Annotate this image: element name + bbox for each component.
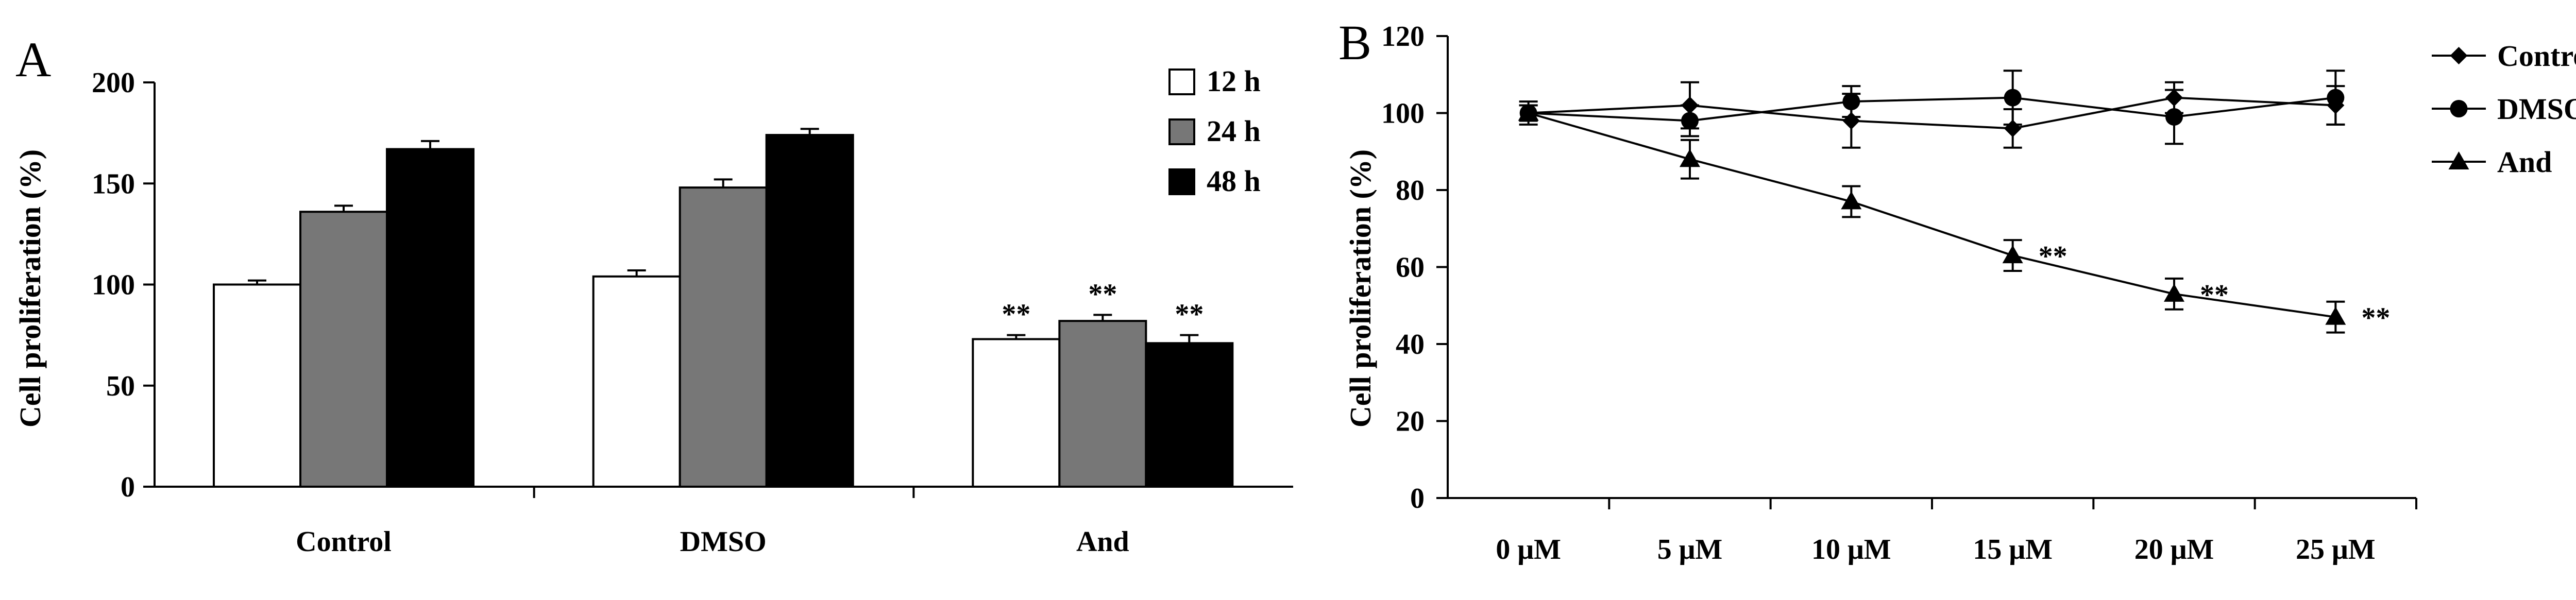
panel-b-legend-label: DMSO xyxy=(2497,92,2576,126)
panel-a-legend-label: 12 h xyxy=(1207,64,1261,98)
panel-b-significance-label: ** xyxy=(2039,241,2067,272)
panel-b-point-dmso xyxy=(2327,89,2345,107)
panel-b-x-tick-label: 20 μM xyxy=(2134,534,2214,565)
panel-b-point-and xyxy=(1518,102,1539,121)
panel-a-bar xyxy=(765,134,854,488)
panel-b-point-and xyxy=(1680,149,1700,167)
panel-a-bar xyxy=(299,211,388,488)
panel-a-axes: 0 50 100 150 200 Control DMSO And xyxy=(92,67,1293,558)
panel-b-y-tick-label: 60 xyxy=(1396,252,1425,284)
panel-b-point-and xyxy=(1841,191,1862,210)
panel-b-point-and xyxy=(2002,245,2023,264)
panel-b-x-tick-label: 15 μM xyxy=(1973,534,2053,565)
panel-b-series: ** ** ** xyxy=(1518,70,2390,334)
panel-a-bar xyxy=(679,186,768,488)
panel-b-significance-label: ** xyxy=(2361,302,2390,334)
panel-b-point-dmso xyxy=(1681,112,1699,130)
panel-a-legend-swatch xyxy=(1168,168,1195,195)
panel-a-legend-label: 48 h xyxy=(1207,164,1261,198)
panel-a-y-axis-title: Cell proliferation (%) xyxy=(13,149,47,427)
panel-b-significance-label: ** xyxy=(2200,279,2229,311)
panel-a-legend-swatch xyxy=(1168,68,1195,95)
panel-b-point-and xyxy=(2164,283,2184,302)
panel-b-y-tick-label: 100 xyxy=(1381,98,1425,130)
panel-b-y-tick-label: 0 xyxy=(1410,483,1425,515)
panel-a-x-tick-label: Control xyxy=(296,526,392,558)
panel-b-y-tick-label: 40 xyxy=(1396,329,1425,361)
panel-b-legend-label: Control xyxy=(2497,39,2576,73)
panel-a-bar xyxy=(592,275,681,488)
panel-b-line-control xyxy=(1528,96,2336,130)
panel-a-bar-chart: A Cell proliferation (%) 0 50 100 150 200 Con… xyxy=(13,32,1293,558)
panel-a-bar xyxy=(1145,342,1234,488)
panel-a-x-tick-label: And xyxy=(1076,526,1129,558)
panel-a-y-tick-label: 200 xyxy=(92,67,135,99)
panel-a-y-tick-label: 150 xyxy=(92,168,135,200)
panel-b-legend: Control DMSO And xyxy=(2432,39,2576,179)
panel-b-legend-marker xyxy=(2450,47,2468,64)
panel-a-significance-label: ** xyxy=(1088,278,1117,310)
panel-b-y-axis-title: Cell proliferation (%) xyxy=(1344,149,1377,427)
panel-a-significance-label: ** xyxy=(1002,299,1030,331)
panel-b-letter: B xyxy=(1338,15,1371,70)
panel-b-x-tick-label: 0 μM xyxy=(1496,534,1561,565)
panel-b-x-tick-label: 5 μM xyxy=(1657,534,1723,565)
panel-a-legend-swatch xyxy=(1168,118,1195,145)
panel-a-x-tick-label: DMSO xyxy=(680,526,767,558)
panel-a-bar xyxy=(1058,320,1147,488)
panel-b-legend-marker xyxy=(2448,151,2469,169)
panel-b-point-dmso xyxy=(1842,93,1860,111)
panel-b-line-and xyxy=(1528,112,2336,318)
panel-a-legend: 12 h 24 h 48 h xyxy=(1168,64,1261,198)
panel-b-legend-label: And xyxy=(2497,145,2552,179)
panel-b-y-tick-label: 20 xyxy=(1396,406,1425,438)
panel-b-y-tick-label: 80 xyxy=(1396,175,1425,207)
panel-b-line-chart: B Cell proliferation (%) 0 20 40 60 80 100 120… xyxy=(1338,15,2576,565)
panel-a-y-tick-label: 50 xyxy=(106,370,135,402)
panel-a-y-tick-label: 0 xyxy=(121,471,135,503)
panel-b-legend-marker xyxy=(2450,100,2468,117)
panel-a-significance-label: ** xyxy=(1175,299,1204,331)
panel-b-x-tick-label: 25 μM xyxy=(2296,534,2376,565)
panel-a-bar xyxy=(213,283,301,488)
panel-b-point-dmso xyxy=(2165,108,2183,126)
panel-a-letter: A xyxy=(15,32,51,87)
panel-a-legend-label: 24 h xyxy=(1207,114,1261,148)
panel-b-y-tick-label: 120 xyxy=(1381,21,1425,53)
panel-b-point-and xyxy=(2325,306,2346,325)
panel-a-bar xyxy=(386,148,474,488)
panel-b-x-tick-label: 10 μM xyxy=(1811,534,1891,565)
panel-b-axes: 0 20 40 60 80 100 120 0 μM 5 μM 10 μM 15 μM 20 μM 25… xyxy=(1381,21,2417,565)
panel-b-point-dmso xyxy=(2004,89,2022,107)
panel-a-y-tick-label: 100 xyxy=(92,269,135,301)
panel-a-bar xyxy=(972,338,1061,488)
panel-a-bars: ** ** ** xyxy=(213,128,1234,488)
panel-b-line-dmso xyxy=(1528,96,2336,122)
